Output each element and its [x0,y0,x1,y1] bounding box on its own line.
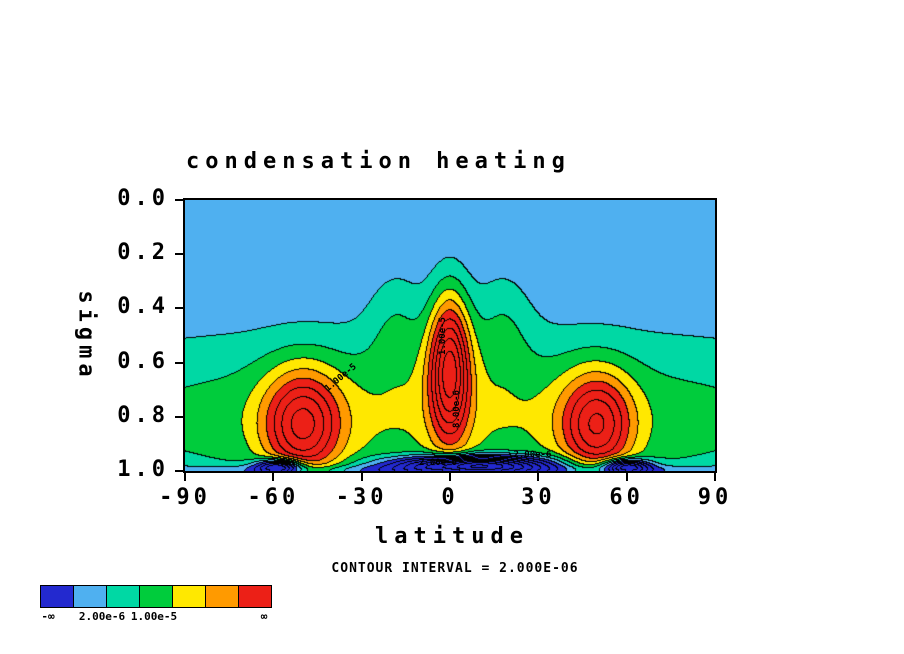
contour-field-canvas [185,200,715,471]
y-tick-label: 0.4 [117,294,169,320]
contour-interval-note: CONTOUR INTERVAL = 2.000E-06 [331,561,579,576]
x-tick-mark [449,473,451,481]
colorbar-segment [139,585,173,608]
x-tick-label: 0 [441,485,459,510]
x-tick-mark [360,473,363,481]
x-tick-mark [625,473,628,481]
x-tick-mark [184,473,186,481]
plot-title: condensation heating [186,149,571,174]
colorbar-segment [40,585,74,608]
x-tick-mark [272,473,275,481]
x-tick-label: -90 [159,485,211,510]
y-tick-mark [175,307,183,310]
colorbar-label: ∞ [260,610,268,623]
x-tick-label: 30 [521,485,556,510]
colorbar-label: 2.00e-6 [78,610,126,623]
colorbar-label: -∞ [41,610,55,623]
x-tick-mark [714,473,716,481]
y-tick-label: 0.2 [117,240,169,266]
y-tick-mark [175,253,183,256]
contour-line-label: -2.00e-6 [413,458,457,469]
y-tick-mark [175,415,183,418]
y-tick-label: 0.0 [117,186,169,211]
x-tick-label: 90 [697,485,733,510]
contour-line-label: 1.00e-5 [437,316,448,355]
colorbar-segment [205,585,239,608]
colorbar-segment [172,585,206,608]
colorbar [40,585,272,608]
contour-line-label: 8.00e-6 [452,389,463,428]
y-tick-mark [175,361,183,364]
y-tick-label: 0.8 [117,402,169,428]
y-tick-label: 1.0 [117,457,169,482]
x-tick-mark [537,473,540,481]
y-tick-label: 0.6 [117,348,169,374]
colorbar-label: 1.00e-5 [130,610,178,623]
colorbar-segment [238,585,272,608]
contour-line-label: 2.00e-6 [513,449,552,460]
x-tick-label: -30 [335,485,388,510]
y-tick-mark [175,470,183,472]
y-tick-mark [175,199,183,201]
x-tick-label: -60 [247,485,300,510]
x-tick-label: 60 [609,485,644,510]
colorbar-segment [73,585,107,608]
colorbar-segment [106,585,140,608]
x-axis-label: latitude [375,524,529,549]
